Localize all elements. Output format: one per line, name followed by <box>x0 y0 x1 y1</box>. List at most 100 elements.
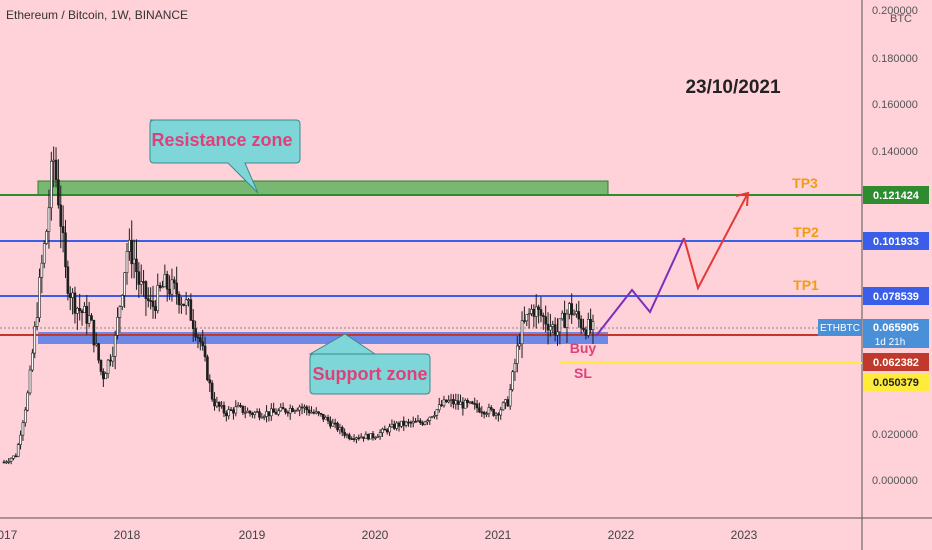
candle-body <box>513 363 517 373</box>
candle-body <box>400 420 403 427</box>
candle-body <box>575 311 578 315</box>
tp2-label: TP2 <box>793 224 819 240</box>
projection-path-red <box>683 192 749 291</box>
candle-body <box>28 369 32 394</box>
candle-body <box>586 318 590 336</box>
candle-body <box>201 341 204 347</box>
candle-body <box>523 320 526 322</box>
candle-body <box>485 413 488 415</box>
current-price-badge[interactable] <box>863 319 929 348</box>
candle-body <box>482 411 486 415</box>
candle-body <box>487 407 491 414</box>
candle-body <box>258 411 261 418</box>
candle-body <box>279 407 283 412</box>
symbol-badge[interactable] <box>818 319 862 336</box>
candle-body <box>196 336 200 339</box>
candle-body <box>267 411 271 417</box>
buy-price-badge[interactable] <box>863 353 929 371</box>
price-tick: 0.140000 <box>872 146 918 158</box>
candle-body <box>71 292 74 298</box>
candle-body <box>163 274 167 288</box>
price-axis-unit: BTC <box>890 13 912 25</box>
candle-body <box>534 306 538 317</box>
resistance-callout[interactable]: Resistance zone <box>149 119 301 194</box>
candle-body <box>158 285 162 289</box>
date-annotation: 23/10/2021 <box>685 77 781 98</box>
candle-body <box>161 286 164 289</box>
candle-body <box>232 409 235 414</box>
candle-body <box>286 411 290 414</box>
candle-body <box>220 405 223 407</box>
support-callout[interactable]: Support zone <box>308 333 431 395</box>
candle-body <box>135 258 138 273</box>
price-tick-top: 0.200000 <box>872 5 918 17</box>
candle-body <box>59 204 63 227</box>
candle-body <box>492 409 495 416</box>
tp1-price: 0.078539 <box>873 291 919 303</box>
tp1-price-badge[interactable] <box>863 287 929 305</box>
candle-body <box>203 345 207 358</box>
candle-body <box>54 159 58 181</box>
tp2-price-badge[interactable] <box>863 232 929 250</box>
resistance-zone-band[interactable] <box>37 180 609 196</box>
symbol-title: Ethereum / Bitcoin, 1W, BINANCE <box>6 8 188 22</box>
candle-body <box>217 401 221 407</box>
candle-body <box>182 303 186 306</box>
candle-body <box>506 399 510 407</box>
candle-body <box>456 400 460 405</box>
candle-body <box>411 421 415 424</box>
candle-body <box>262 416 266 418</box>
candle-body <box>340 426 344 433</box>
candle-body <box>343 431 346 436</box>
candle-body <box>480 411 484 414</box>
candle-body <box>568 303 571 315</box>
candle-body <box>499 409 503 416</box>
price-tick: 0.000000 <box>872 475 918 487</box>
candle-body <box>390 423 394 428</box>
tp1-label: TP1 <box>793 277 819 293</box>
candle-body <box>87 315 91 324</box>
candle-body <box>570 303 573 316</box>
candle-body <box>397 422 401 427</box>
candle-body <box>461 401 465 409</box>
time-tick: 2020 <box>362 528 389 542</box>
sl-label: SL <box>574 365 592 381</box>
candle-body <box>355 437 358 440</box>
candle-body <box>348 434 351 439</box>
candle-body <box>173 279 176 284</box>
candle-body <box>435 409 439 416</box>
candle-body <box>537 306 540 310</box>
candle-body <box>352 438 356 440</box>
candle-body <box>345 434 349 437</box>
candle-body <box>359 436 363 439</box>
candle-body <box>428 416 432 421</box>
tp3-price: 0.121424 <box>873 190 920 202</box>
price-axis-pane[interactable] <box>862 0 932 550</box>
candle-body <box>104 373 108 380</box>
candle-body <box>213 398 216 407</box>
candle-body <box>291 407 294 412</box>
candle-body <box>589 318 592 330</box>
resistance-zone-label: Resistance zone <box>151 130 292 150</box>
candle-body <box>99 359 103 372</box>
tp3-price-badge[interactable] <box>863 186 929 204</box>
plot-area[interactable] <box>0 0 862 518</box>
candle-body <box>293 410 297 412</box>
candle-body <box>437 404 441 411</box>
candle-body <box>497 413 500 416</box>
candle-body <box>180 303 183 306</box>
candle-body <box>154 306 157 311</box>
candle-body <box>385 429 389 433</box>
candle-body <box>532 308 536 317</box>
candle-body <box>530 308 533 314</box>
projection-arrowhead <box>735 191 750 207</box>
candle-body <box>241 405 245 413</box>
sl-price-badge[interactable] <box>863 373 929 391</box>
candle-body <box>42 243 46 264</box>
candle-body <box>85 305 89 324</box>
candle-body <box>78 308 81 312</box>
candle-body <box>253 412 257 415</box>
candlestick-series[interactable] <box>2 146 595 465</box>
